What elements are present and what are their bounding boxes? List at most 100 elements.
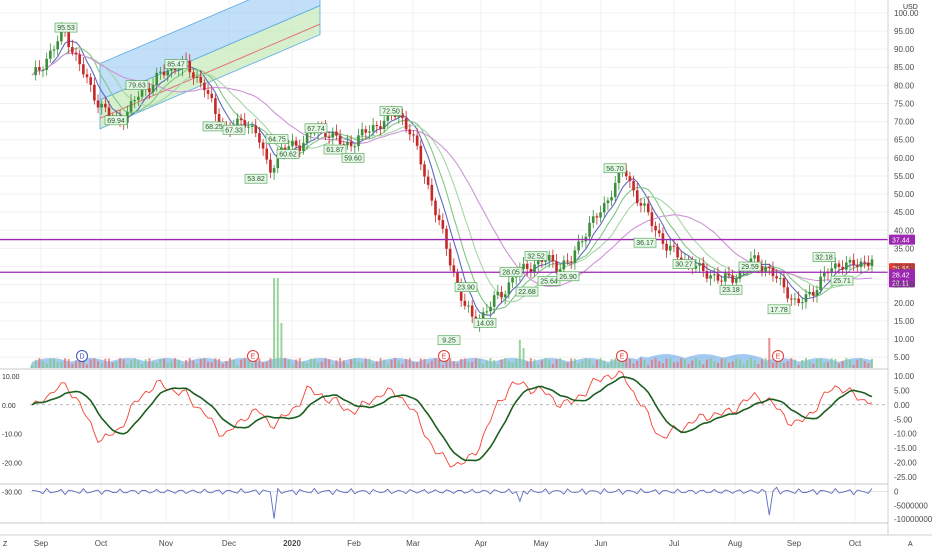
time-tick-label: Aug — [728, 539, 742, 548]
volume-bar — [89, 359, 92, 368]
oscillator-pane: 10.00 0.00 -10.00 -20.00 -30.00 — [2, 370, 888, 497]
volume-bar — [672, 362, 675, 368]
price-annotation-label: 23.18 — [722, 287, 740, 294]
candle-body — [342, 144, 346, 146]
volume-bar — [871, 358, 873, 368]
volume-bar — [507, 361, 510, 368]
candle-body — [709, 275, 712, 279]
price-tick-label: 65.00 — [894, 136, 915, 145]
candle-body — [665, 243, 668, 251]
volume-bar — [658, 361, 661, 368]
price-annotation-box — [738, 261, 762, 272]
candle-body — [536, 258, 540, 265]
candle-body — [672, 245, 676, 247]
candle-body — [489, 306, 492, 312]
candle-body — [547, 255, 551, 261]
candle-body — [214, 98, 217, 115]
volume-bar — [793, 359, 796, 368]
volume-bar — [471, 361, 474, 368]
candle-body — [82, 64, 85, 75]
volume-bar — [661, 363, 664, 368]
event-marker — [247, 350, 259, 362]
candle-body — [470, 305, 474, 317]
candle-body — [67, 29, 70, 48]
candle-body — [588, 222, 591, 237]
candle-body — [654, 225, 657, 231]
volume-bar — [229, 358, 232, 368]
price-annotation-box — [556, 271, 580, 282]
volume-bar — [449, 358, 452, 368]
price-annotation-label: 61.87 — [326, 147, 344, 154]
candle-body — [210, 93, 214, 99]
candle-body — [602, 203, 606, 213]
price-annotation-box — [104, 115, 128, 126]
volume-bar — [665, 358, 668, 368]
price-annotation-label: 53.82 — [247, 176, 265, 183]
candle-body — [767, 266, 771, 268]
volume-bar — [478, 359, 481, 368]
oscillator-left-label: -10.00 — [2, 432, 22, 439]
volume-bar — [155, 362, 158, 368]
price-annotation-label: 36.17 — [636, 240, 654, 247]
time-tick-label: Oct — [95, 539, 108, 548]
volume-bar — [280, 323, 283, 368]
candle-body — [676, 246, 679, 258]
volume-bar — [548, 360, 551, 368]
candle-body — [496, 291, 500, 296]
timezone-corner-label[interactable]: Z — [3, 541, 8, 548]
candle-body — [287, 146, 291, 151]
volume-bar — [676, 361, 679, 368]
price-annotations: 95.53 69.94 79.63 85.47 68.25 67.33 53.82 64.75… — [54, 22, 854, 346]
candle-body — [801, 302, 804, 304]
volume-bar — [353, 358, 356, 368]
volume-bar — [559, 358, 562, 368]
candle-body — [797, 298, 800, 303]
volume-bar — [771, 362, 774, 368]
volume-bar — [185, 360, 188, 368]
candle-body — [206, 90, 210, 94]
event-marker-label: E — [442, 354, 447, 361]
volume-bar — [628, 358, 631, 368]
volume-bar — [34, 359, 37, 368]
candle-body — [624, 170, 628, 177]
volume-bar — [174, 358, 177, 368]
volume-bar — [111, 362, 114, 368]
price-badge — [889, 234, 915, 245]
candle-body — [775, 276, 778, 279]
volume-bar — [122, 359, 125, 368]
price-annotation-label: 32.52 — [527, 253, 545, 260]
candle-body — [705, 271, 709, 279]
candle-body — [712, 274, 716, 276]
auto-scale-label[interactable]: A — [908, 541, 913, 548]
price-tick-label: 100.00 — [894, 9, 919, 18]
candle-body — [423, 164, 426, 177]
price-tick-label: 10.00 — [894, 335, 915, 344]
price-tick-label: 50.00 — [894, 190, 915, 199]
volume-bar — [82, 360, 85, 368]
volume-bar — [119, 358, 122, 368]
candle-body — [830, 268, 833, 274]
candle-body — [815, 290, 819, 296]
volume-bar — [188, 358, 191, 368]
price-annotation-box — [125, 80, 149, 90]
volume-bar — [757, 364, 760, 368]
oscillator-tick-label: 5.00 — [894, 386, 910, 395]
volume-bar — [533, 359, 536, 368]
candle-body — [276, 153, 280, 169]
price-annotation-box — [672, 259, 696, 269]
candle-body — [569, 261, 573, 263]
price-tick-label: 40.00 — [894, 226, 915, 235]
volume-bar — [859, 358, 862, 368]
volume-bar — [474, 358, 477, 368]
volume-bar — [603, 360, 606, 368]
candle-body — [162, 71, 166, 76]
volume-bar — [577, 363, 580, 368]
volume-bar — [328, 359, 331, 368]
volume-bar — [526, 361, 529, 368]
volume-bar — [364, 358, 367, 368]
candle-body — [606, 200, 610, 204]
volume-bar — [790, 358, 793, 368]
candle-body — [738, 269, 742, 279]
price-annotation-box — [222, 124, 246, 135]
